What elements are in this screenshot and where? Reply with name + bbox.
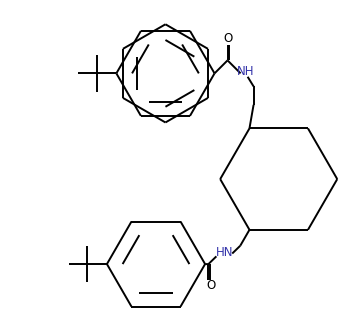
Text: NH: NH: [237, 65, 254, 78]
Text: O: O: [207, 279, 216, 293]
Text: HN: HN: [216, 246, 233, 259]
Text: O: O: [223, 32, 232, 45]
